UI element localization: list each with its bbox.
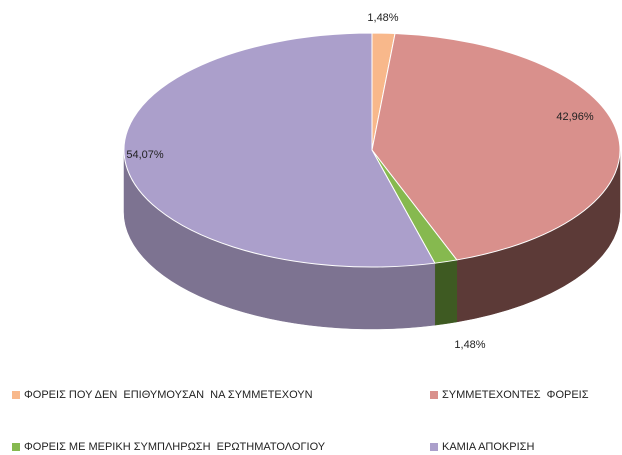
legend-swatch <box>12 391 20 399</box>
slice <box>371 32 621 323</box>
slice-top <box>123 32 436 268</box>
data-label: 1,48% <box>454 339 485 351</box>
data-label: 54,07% <box>126 149 164 161</box>
legend-label: ΦΟΡΕΙΣ ΠΟΥ ΔΕΝ ΕΠΙΘΥΜΟΥΣΑΝ ΝΑ ΣΥΜΜΕΤΕΧΟΥ… <box>24 389 313 401</box>
slice <box>371 149 458 326</box>
legend-label: ΚΑΜΙΑ ΑΠΟΚΡΙΣΗ <box>442 441 534 453</box>
slice <box>123 32 436 330</box>
legend-label: ΦΟΡΕΙΣ ΜΕ ΜΕΡΙΚΗ ΣΥΜΠΛΗΡΩΣΗ ΕΡΩΤΗΜΑΤΟΛΟΓ… <box>24 441 326 453</box>
data-label: 42,96% <box>556 111 594 123</box>
data-label: 1,48% <box>367 12 398 24</box>
slice-top <box>371 32 621 261</box>
legend-swatch <box>430 443 438 451</box>
slice-side <box>434 259 458 326</box>
legend-label: ΣΥΜΜΕΤΕΧΟΝΤΕΣ ΦΟΡΕΙΣ <box>442 389 589 401</box>
legend-swatch <box>12 443 20 451</box>
legend-swatch <box>430 391 438 399</box>
